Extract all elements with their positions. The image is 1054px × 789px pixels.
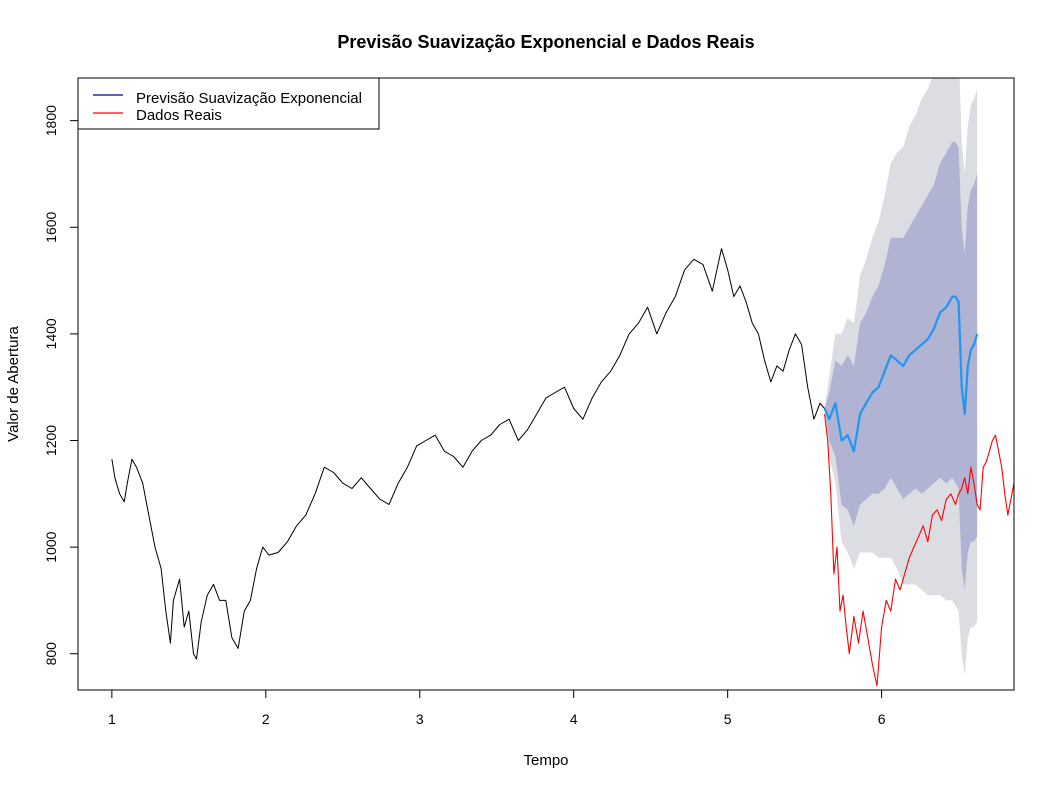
- series-lines: [111, 248, 1014, 687]
- legend-label-forecast: Previsão Suavização Exponencial: [136, 90, 362, 107]
- series-line-forecast: [823, 295, 979, 453]
- y-tick-label: 800: [43, 642, 59, 666]
- band-80: [824, 142, 978, 590]
- x-tick-label: 1: [108, 711, 116, 727]
- series-line-history: [111, 248, 825, 660]
- x-axis: 1 2 3 4 5 6: [108, 689, 886, 727]
- x-tick-label: 4: [570, 711, 578, 727]
- chart-title: Previsão Suavização Exponencial e Dados …: [337, 32, 754, 52]
- y-tick-label: 1400: [43, 318, 59, 349]
- y-tick-label: 1600: [43, 211, 59, 242]
- legend-box: [77, 77, 380, 130]
- x-tick-label: 5: [724, 711, 732, 727]
- series-line-actual: [824, 413, 1014, 687]
- legend-label-actual: Dados Reais: [136, 107, 222, 124]
- y-tick-label: 1000: [43, 531, 59, 562]
- x-axis-title: Tempo: [523, 752, 568, 769]
- y-tick-label: 1800: [43, 105, 59, 136]
- x-tick-label: 2: [262, 711, 270, 727]
- y-tick-label: 1200: [43, 425, 59, 456]
- y-axis: 800 1000 1200 1400 1600 1800: [43, 105, 79, 666]
- x-tick-label: 6: [878, 711, 886, 727]
- x-tick-label: 3: [416, 711, 424, 727]
- legend: Previsão Suavização Exponencial Dados Re…: [77, 77, 380, 130]
- y-axis-title: Valor de Abertura: [5, 326, 22, 442]
- confidence-bands: [824, 78, 978, 676]
